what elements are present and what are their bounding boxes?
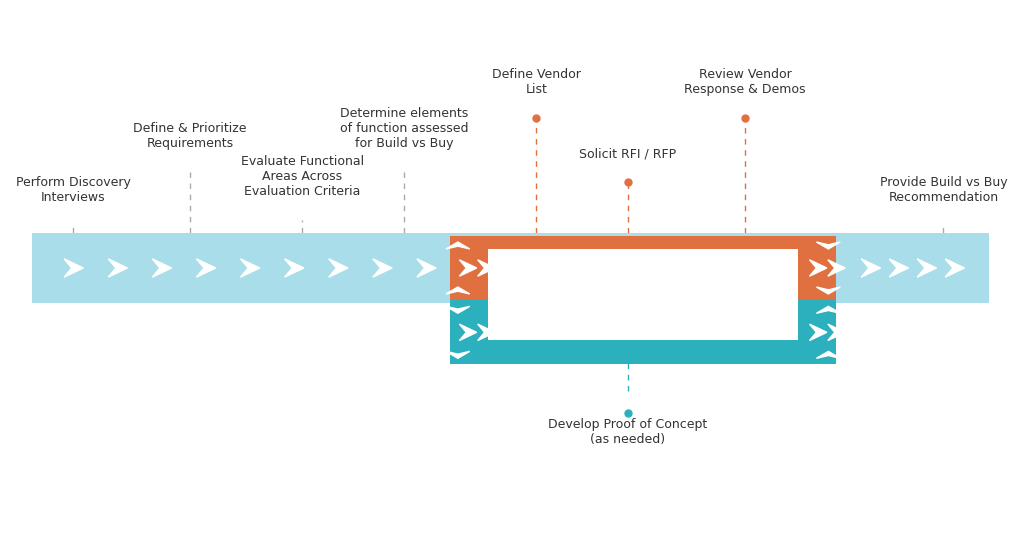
Polygon shape bbox=[197, 259, 216, 277]
Text: Develop Proof of Concept
(as needed): Develop Proof of Concept (as needed) bbox=[548, 418, 708, 446]
Polygon shape bbox=[918, 259, 937, 277]
Bar bbox=[450, 236, 837, 300]
Text: Define & Prioritize
Requirements: Define & Prioritize Requirements bbox=[133, 122, 247, 150]
Bar bbox=[488, 249, 798, 340]
Polygon shape bbox=[478, 260, 495, 276]
Text: BUY: BUY bbox=[611, 254, 675, 282]
Polygon shape bbox=[945, 259, 965, 277]
Polygon shape bbox=[446, 307, 470, 313]
Polygon shape bbox=[446, 352, 470, 359]
Polygon shape bbox=[816, 352, 841, 359]
Polygon shape bbox=[241, 259, 260, 277]
Polygon shape bbox=[285, 259, 304, 277]
Text: Evaluate Functional
Areas Across
Evaluation Criteria: Evaluate Functional Areas Across Evaluat… bbox=[241, 155, 364, 198]
Polygon shape bbox=[373, 259, 392, 277]
Polygon shape bbox=[65, 259, 83, 277]
Polygon shape bbox=[810, 260, 826, 276]
Polygon shape bbox=[827, 324, 845, 340]
Text: BUILD: BUILD bbox=[596, 318, 690, 346]
Polygon shape bbox=[810, 324, 826, 340]
Text: Review Vendor
Response & Demos: Review Vendor Response & Demos bbox=[684, 69, 806, 96]
Polygon shape bbox=[861, 259, 881, 277]
Text: Define Vendor
List: Define Vendor List bbox=[492, 69, 581, 96]
Polygon shape bbox=[827, 260, 845, 276]
Polygon shape bbox=[816, 242, 841, 249]
Polygon shape bbox=[816, 307, 841, 313]
Bar bbox=[33, 233, 989, 303]
Polygon shape bbox=[816, 287, 841, 294]
Polygon shape bbox=[109, 259, 127, 277]
Text: Solicit RFI / RFP: Solicit RFI / RFP bbox=[580, 148, 677, 161]
Polygon shape bbox=[460, 260, 477, 276]
Polygon shape bbox=[153, 259, 172, 277]
Polygon shape bbox=[478, 324, 495, 340]
Text: Perform Discovery
Interviews: Perform Discovery Interviews bbox=[15, 176, 131, 204]
Bar bbox=[450, 300, 837, 364]
Text: Provide Build vs Buy
Recommendation: Provide Build vs Buy Recommendation bbox=[880, 176, 1008, 204]
Polygon shape bbox=[329, 259, 348, 277]
Polygon shape bbox=[460, 324, 477, 340]
Polygon shape bbox=[417, 259, 436, 277]
Polygon shape bbox=[889, 259, 908, 277]
Polygon shape bbox=[446, 287, 470, 294]
Text: Determine elements
of function assessed
for Build vs Buy: Determine elements of function assessed … bbox=[340, 107, 468, 150]
Polygon shape bbox=[446, 242, 470, 249]
